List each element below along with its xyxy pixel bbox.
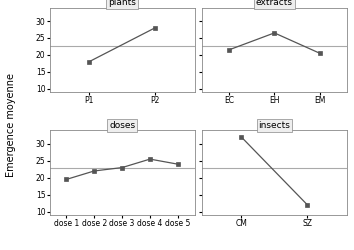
Title: doses: doses xyxy=(109,121,135,130)
Title: insects: insects xyxy=(258,121,290,130)
Title: plants: plants xyxy=(108,0,136,8)
Text: Emergence moyenne: Emergence moyenne xyxy=(6,73,16,177)
Title: extracts: extracts xyxy=(256,0,293,8)
